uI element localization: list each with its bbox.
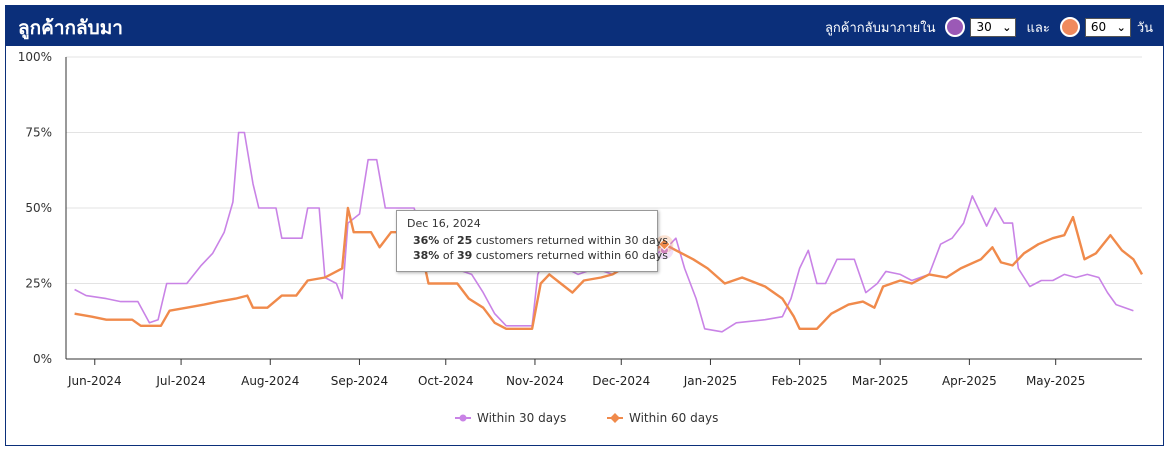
x-tick-label: Sep-2024: [331, 374, 389, 388]
legend-marker: [459, 414, 467, 422]
days-select-30-value: 30: [976, 19, 992, 34]
series-line-60-days: [74, 206, 1144, 330]
x-tick-label: Jan-2025: [683, 374, 737, 388]
chevron-down-icon: ⌄: [1002, 20, 1012, 34]
y-tick-label: 0%: [33, 352, 52, 366]
days-select-60-value: 60: [1090, 19, 1107, 34]
tooltip-row-60-of: of: [442, 249, 454, 262]
days-select-60[interactable]: 60 ⌄: [1084, 17, 1131, 37]
tooltip-row-60-text: customers returned within 60 days: [475, 249, 668, 262]
legend-item-30-days[interactable]: Within 30 days: [455, 411, 566, 425]
legend-item-60-days[interactable]: Within 60 days: [607, 411, 718, 425]
panel-header: ลูกค้ากลับมา ลูกค้ากลับมาภายใน 30 ⌄ และ …: [6, 6, 1163, 46]
y-tick-label: 25%: [25, 277, 52, 291]
days-unit-label: วัน: [1136, 20, 1153, 36]
chart-tooltip: Dec 16, 2024 36% of 25 customers returne…: [396, 210, 668, 272]
legend-label: Within 30 days: [477, 411, 566, 425]
and-label: และ: [1026, 20, 1050, 36]
legend-label: Within 60 days: [629, 411, 718, 425]
legend-marker: [610, 413, 620, 423]
x-tick-label: Mar-2025: [852, 374, 909, 388]
orange-dot-icon: [1059, 17, 1080, 37]
days-select-30[interactable]: 30 ⌄: [970, 17, 1017, 37]
x-tick-label: Nov-2024: [506, 374, 564, 388]
panel-title: ลูกค้ากลับมา: [18, 17, 123, 39]
return-window-controls: ลูกค้ากลับมาภายใน 30 ⌄ และ 60 ⌄ วัน: [823, 15, 1155, 39]
hover-point-60-days[interactable]: [658, 237, 671, 251]
x-tick-label: Oct-2024: [418, 374, 474, 388]
x-tick-label: Feb-2025: [772, 374, 828, 388]
x-tick-label: May-2025: [1026, 374, 1085, 388]
purple-dot-icon: [945, 17, 966, 37]
x-tick-label: Jun-2024: [67, 374, 122, 388]
tooltip-row-30-text: customers returned within 30 days: [475, 234, 668, 247]
tooltip-row-30: 36% of 25 customers returned within 30 d…: [407, 234, 668, 247]
x-tick-label: Jul-2024: [155, 374, 205, 388]
x-tick-label: Dec-2024: [592, 374, 650, 388]
returning-customers-panel: ลูกค้ากลับมา ลูกค้ากลับมาภายใน 30 ⌄ และ …: [5, 5, 1164, 446]
tooltip-row-30-count: 25: [456, 234, 473, 247]
y-tick-label: 100%: [18, 50, 52, 64]
return-window-prefix: ลูกค้ากลับมาภายใน: [824, 20, 936, 36]
y-tick-label: 50%: [25, 201, 52, 215]
tooltip-row-60: 38% of 39 customers returned within 60 d…: [407, 249, 668, 262]
tooltip-date: Dec 16, 2024: [407, 217, 481, 230]
x-tick-label: Apr-2025: [942, 374, 997, 388]
y-tick-label: 75%: [25, 126, 52, 140]
tooltip-row-30-pct: 36%: [413, 234, 440, 247]
tooltip-row-30-of: of: [442, 234, 454, 247]
x-tick-label: Aug-2024: [241, 374, 299, 388]
tooltip-row-60-count: 39: [456, 249, 473, 262]
chevron-down-icon: ⌄: [1116, 20, 1126, 34]
tooltip-row-60-pct: 38%: [413, 249, 440, 262]
